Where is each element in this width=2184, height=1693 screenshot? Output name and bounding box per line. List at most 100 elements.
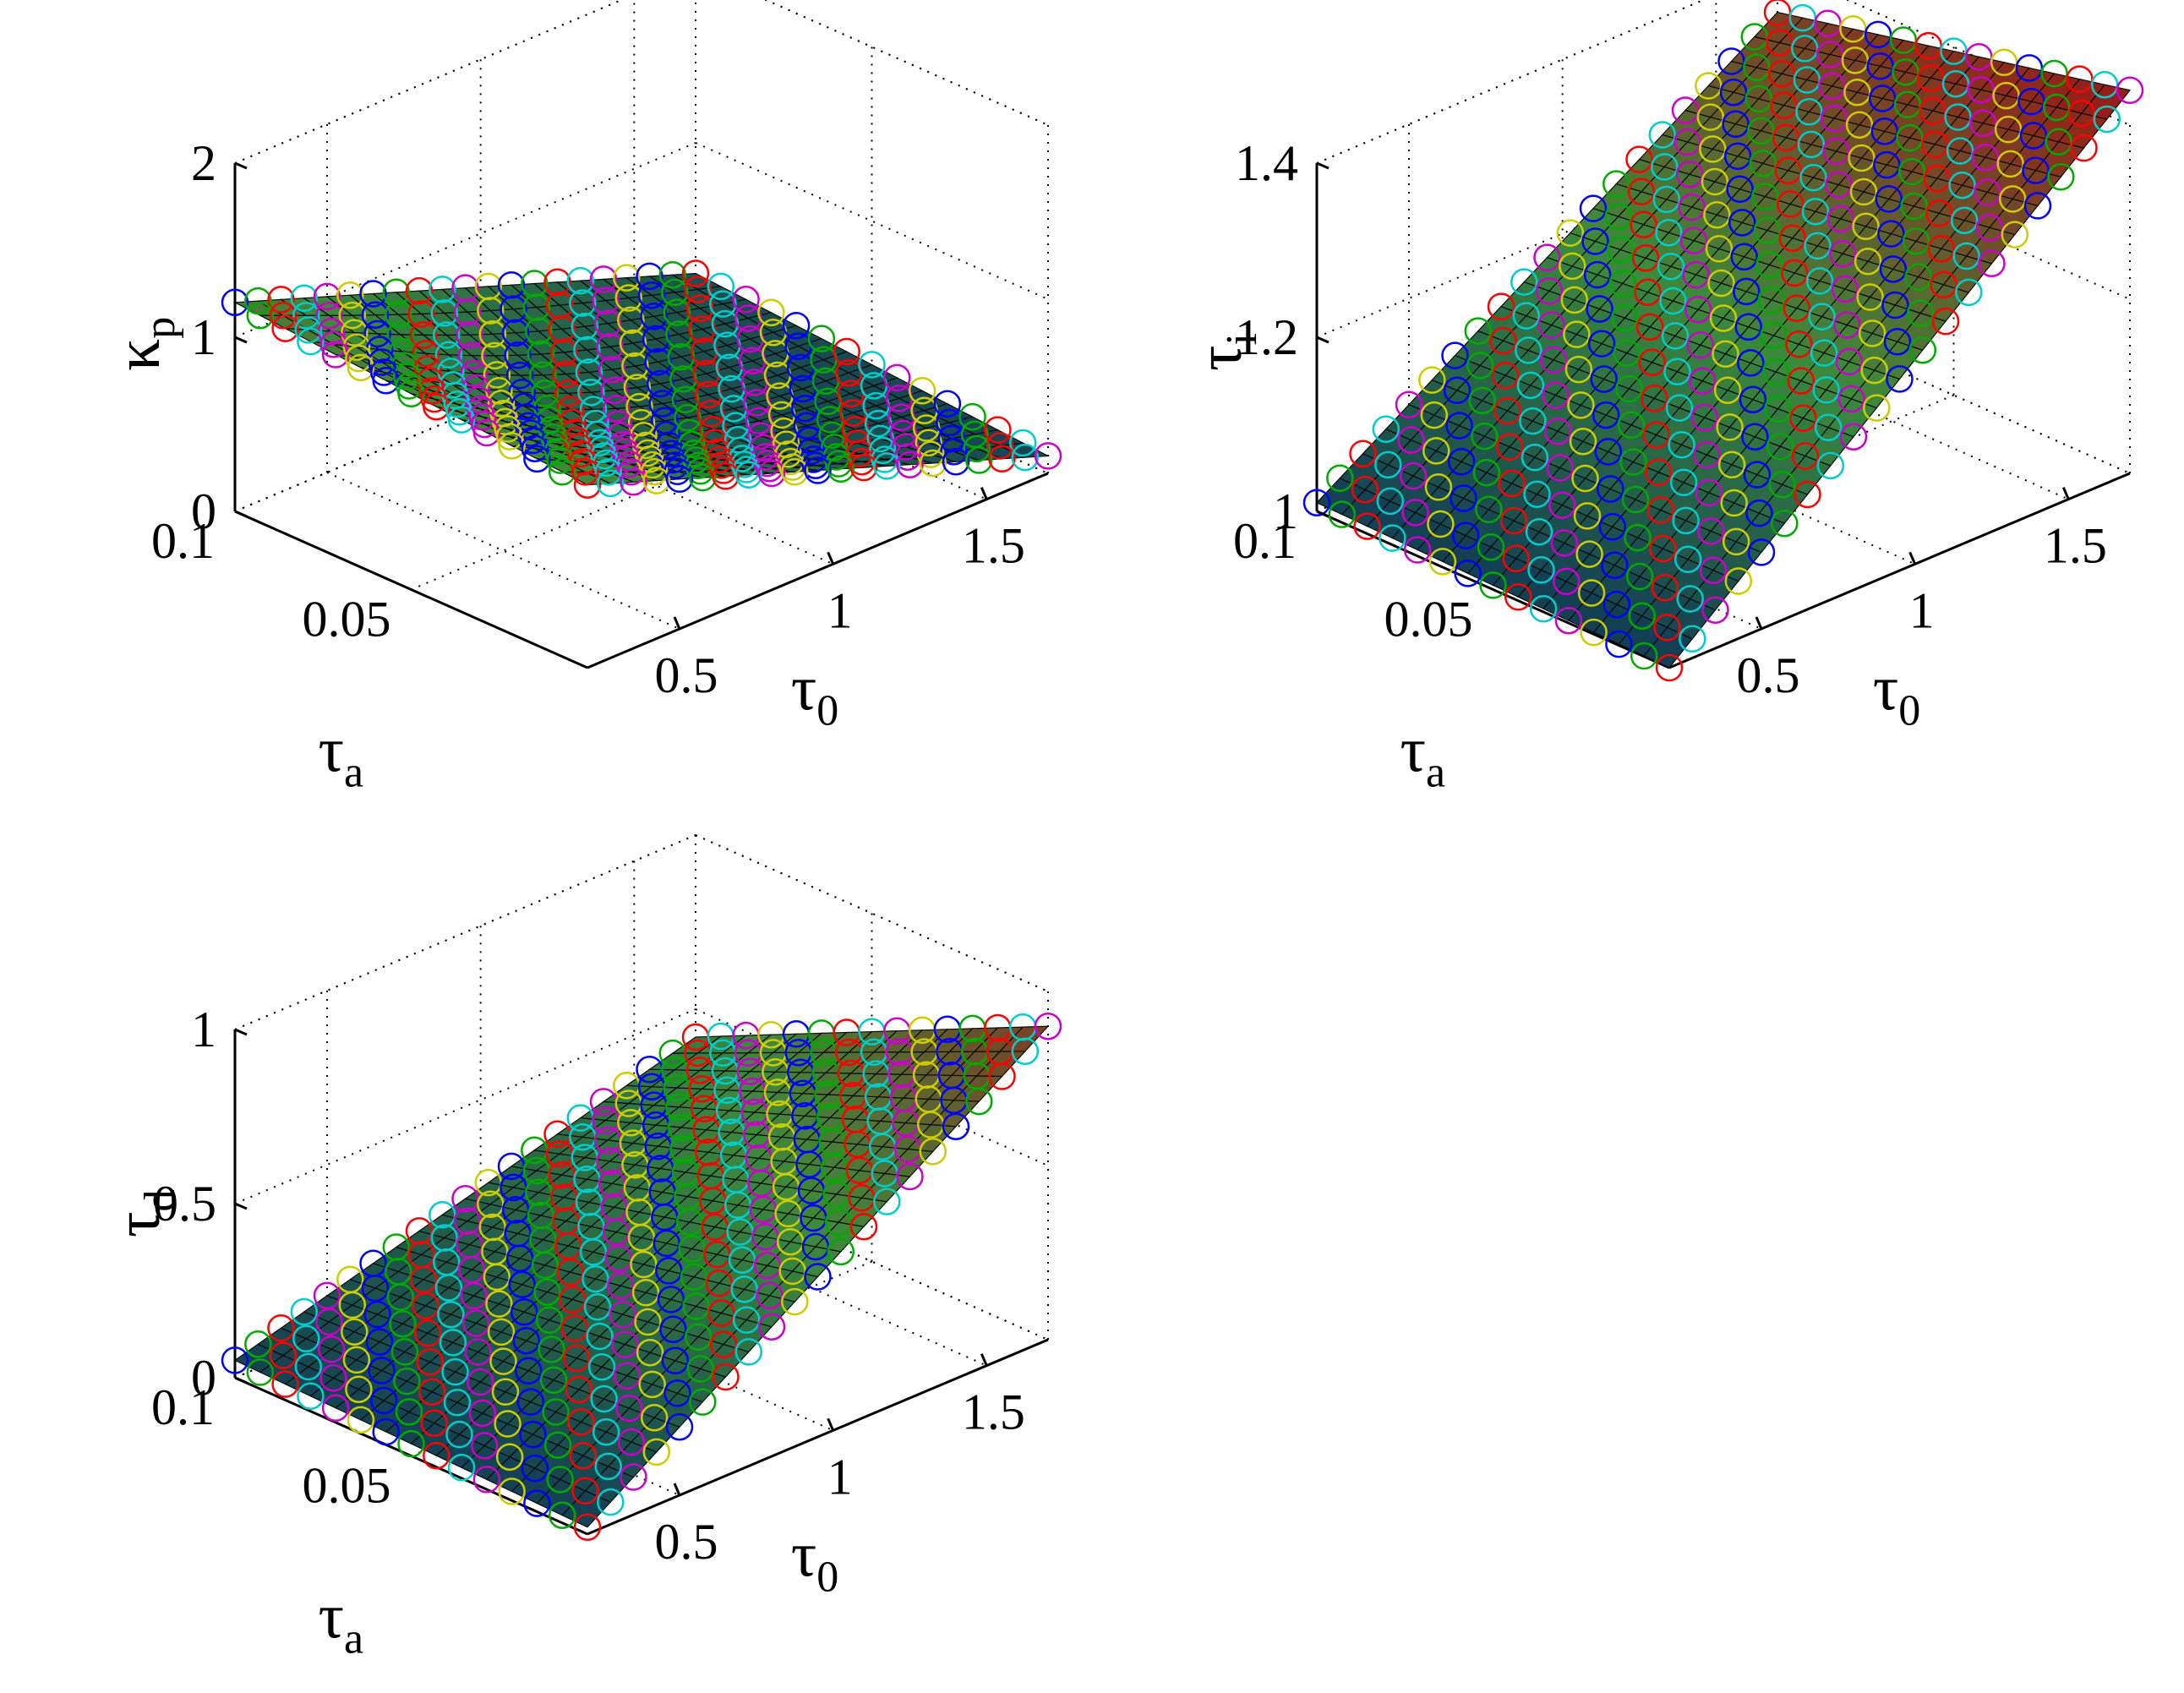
data-point-marker [313, 282, 341, 311]
data-point-marker [1420, 401, 1449, 429]
data-point-marker [489, 1347, 517, 1375]
data-point-marker [294, 1352, 323, 1381]
data-point-marker [1902, 227, 1930, 255]
data-point-marker [531, 1251, 560, 1280]
data-point-marker [246, 1358, 275, 1386]
data-point-marker [1684, 295, 1712, 324]
data-point-marker [1717, 47, 1745, 75]
data-point-marker [614, 284, 643, 312]
data-point-marker [1740, 23, 1769, 51]
data-point-marker [665, 320, 693, 348]
data-point-marker [613, 264, 641, 292]
data-point-marker [640, 303, 668, 330]
data-point-marker [1657, 252, 1685, 281]
data-point-marker [657, 1286, 685, 1313]
data-point-marker [416, 367, 444, 396]
data-point-marker [986, 432, 1014, 460]
data-point-marker [963, 434, 991, 463]
data-point-marker [542, 1398, 570, 1426]
data-point-marker [510, 392, 538, 420]
data-point-marker [1925, 199, 1953, 227]
data-point-marker [866, 424, 894, 453]
data-point-marker [619, 329, 647, 358]
z-axis-label: κp [102, 317, 184, 371]
data-point-marker [529, 361, 557, 390]
data-point-marker [1605, 630, 1633, 658]
data-point-marker [592, 1417, 620, 1446]
data-point-marker [1597, 475, 1624, 503]
x-tick [827, 1417, 835, 1431]
data-point-marker [1603, 590, 1631, 619]
data-point-marker [1641, 385, 1668, 412]
data-point-marker [1810, 339, 1838, 367]
z-tick [234, 161, 248, 170]
data-point-marker [468, 1399, 497, 1428]
data-point-marker [1491, 361, 1520, 390]
data-point-marker [1638, 348, 1666, 376]
data-point-marker [297, 1382, 325, 1410]
data-point-marker [1906, 299, 1935, 327]
data-point-marker [481, 341, 509, 370]
data-point-marker [1707, 269, 1735, 298]
data-point-marker [413, 355, 442, 383]
data-point-marker [1716, 413, 1744, 441]
data-point-marker [1921, 130, 1949, 159]
y-axis-label: τa [319, 1581, 364, 1663]
data-point-marker [1744, 85, 1773, 113]
data-point-marker [1573, 502, 1602, 530]
data-point-marker [1743, 461, 1772, 489]
data-point-marker [640, 1403, 669, 1432]
data-point-marker [321, 341, 350, 369]
data-point-marker [342, 1346, 371, 1374]
data-point-marker [1376, 487, 1405, 516]
data-point-marker [1450, 484, 1477, 512]
data-point-marker [609, 1300, 637, 1329]
data-point-marker [523, 445, 551, 473]
data-point-marker [638, 1370, 666, 1399]
data-point-marker [781, 1287, 809, 1316]
data-point-marker [617, 306, 645, 334]
data-point-marker [1424, 473, 1453, 501]
data-point-marker [495, 423, 524, 451]
data-point-marker [512, 1326, 541, 1355]
data-point-marker [665, 1412, 694, 1441]
data-point-marker [521, 434, 549, 462]
data-point-marker [501, 319, 530, 347]
data-point-marker [1624, 523, 1652, 552]
data-point-marker [587, 1352, 616, 1381]
data-point-marker [1743, 53, 1771, 82]
markers [221, 1012, 1062, 1542]
data-point-marker [1730, 243, 1758, 271]
data-point-marker [1797, 130, 1826, 159]
y-tick-label: 0.1 [151, 513, 215, 569]
data-point-marker [1625, 145, 1653, 173]
data-point-marker [1927, 234, 1956, 263]
data-point-marker [2017, 87, 2045, 116]
data-point-marker [1529, 595, 1558, 623]
x-tick [1755, 616, 1763, 630]
data-point-marker [960, 420, 989, 449]
data-point-marker [665, 465, 694, 494]
x-tick-label: 0.5 [655, 1514, 718, 1570]
data-point-marker [565, 1375, 593, 1404]
data-point-marker [429, 1201, 456, 1229]
data-point-marker [1351, 476, 1379, 504]
data-point-marker [538, 1335, 565, 1363]
data-point-marker [294, 316, 323, 344]
data-point-marker [1897, 157, 1926, 186]
data-point-marker [1848, 144, 1876, 172]
data-point-marker [1034, 1012, 1062, 1040]
z-tick [234, 336, 248, 344]
x-tick-label: 0.5 [1737, 647, 1800, 703]
data-point-marker [365, 1328, 394, 1356]
data-point-marker [405, 1217, 434, 1245]
data-point-marker [1690, 403, 1719, 432]
x-axis-line [587, 1338, 1049, 1536]
data-point-marker [563, 1344, 591, 1373]
data-point-marker [267, 286, 295, 314]
x-tick-label: 1 [827, 582, 853, 638]
data-point-marker [1631, 244, 1660, 272]
data-point-marker [336, 281, 364, 309]
x-axis-label-subscript: 0 [1898, 687, 1920, 735]
